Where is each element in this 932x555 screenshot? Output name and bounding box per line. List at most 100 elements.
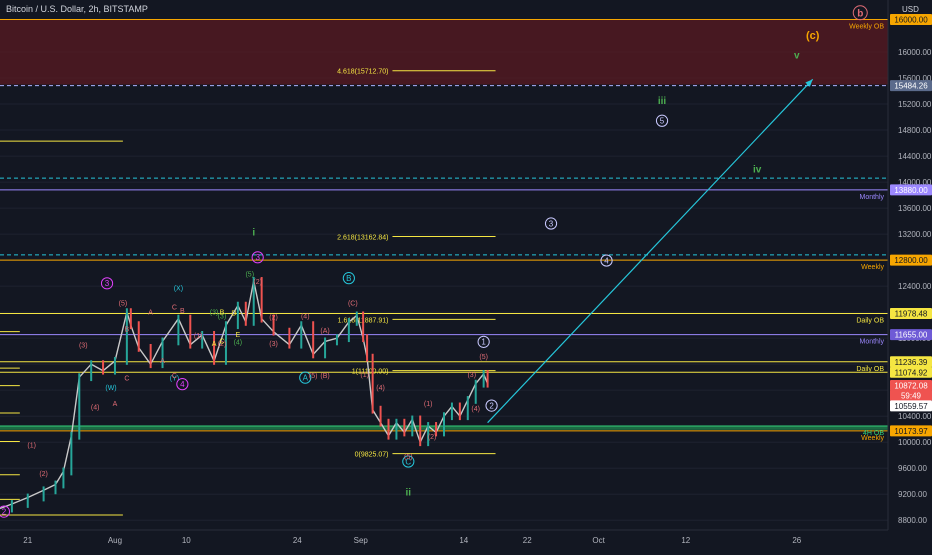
- horizontal-levels: Weekly OB Monthly Weekly Daily OB Monthly Dai…: [0, 19, 888, 442]
- y-tick-label: 10400.00: [898, 412, 932, 421]
- fib-label: 4.618(15712.70): [337, 69, 388, 76]
- price-series: [0, 277, 489, 513]
- fib-label: 0(9825.07): [355, 452, 389, 459]
- price-tag: [890, 389, 932, 401]
- wave-label: iv: [753, 164, 762, 175]
- price-axis: 8800.00 9200.00 9600.00 10000.00 10400.00 108…: [887, 0, 932, 550]
- price-tag: [890, 308, 932, 320]
- wave-label: (2): [39, 471, 48, 478]
- price-tag-label: 11655.00: [895, 331, 928, 340]
- wave-label: C: [172, 373, 177, 380]
- wave-label: (1): [360, 372, 369, 379]
- y-tick-label: 12400.00: [898, 282, 932, 291]
- price-tag: [890, 366, 932, 378]
- wave-label: B: [346, 274, 351, 283]
- price-tag-label: 15484.26: [894, 82, 928, 91]
- x-tick-label: 21: [23, 536, 32, 545]
- y-tick-label: 13200.00: [898, 230, 932, 239]
- x-tick-label: 12: [681, 536, 690, 545]
- projection-arrowhead: [805, 79, 813, 87]
- price-tag-label: 10173.97: [894, 427, 928, 436]
- level-label: Monthly: [859, 339, 884, 346]
- price-tag: [890, 254, 932, 266]
- y-tick-label: 13600.00: [898, 204, 932, 213]
- wave-label: B: [220, 310, 225, 317]
- wave-circle: [0, 505, 11, 518]
- wave-circle: [655, 114, 669, 127]
- wave-label: C: [219, 338, 224, 345]
- price-tag: [890, 80, 932, 92]
- wave-label: iii: [658, 96, 667, 107]
- fib-label: 1(11100.00): [352, 369, 389, 376]
- wave-label: C: [405, 457, 411, 466]
- wave-label: (A): [320, 328, 329, 335]
- price-tag: [890, 356, 932, 368]
- wave-label: 1: [481, 338, 486, 347]
- wave-label: (C): [348, 301, 358, 308]
- price-tag-label: 59:49: [901, 391, 922, 400]
- ob-zone: [0, 19, 888, 85]
- wave-label: (3): [210, 310, 219, 317]
- y-tick-label: 14800.00: [898, 126, 932, 135]
- wave-circle: [485, 399, 498, 412]
- wave-label: A: [160, 358, 165, 365]
- wave-label: 2: [2, 507, 7, 516]
- wave-circle: [600, 254, 613, 267]
- projection-line: [487, 78, 814, 424]
- wave-label: A: [212, 341, 217, 348]
- y-tick-label: 8800.00: [898, 516, 927, 525]
- wave-label: i: [252, 227, 255, 238]
- wave-label: (5): [245, 271, 254, 278]
- wave-label: (4): [471, 406, 480, 413]
- time-axis-bg: [0, 530, 932, 550]
- y-tick-label: 15200.00: [898, 100, 932, 109]
- wave-label: (5): [119, 301, 128, 308]
- wave-label: (4): [301, 314, 310, 321]
- wave-circle: [176, 378, 189, 391]
- wave-label: (Y): [170, 375, 179, 382]
- level-label: Weekly OB: [849, 24, 884, 31]
- level-label: Weekly: [861, 264, 884, 271]
- price-tag-label: 11236.39: [895, 358, 928, 367]
- wave-label: (5): [309, 373, 318, 380]
- wave-circle: [852, 5, 868, 21]
- wave-labels: (c)bviii5iv34i3B3(X)1(W)(Y)4A2Cii2(1)(2)…: [0, 5, 868, 518]
- chart-title: Bitcoin / U.S. Dollar, 2h, BITSTAMP: [6, 4, 148, 14]
- x-tick-label: 10: [182, 536, 191, 545]
- level-label: Daily OB: [856, 366, 884, 373]
- x-tick-label: 26: [792, 536, 801, 545]
- price-tag: [890, 184, 932, 196]
- wave-circle: [342, 272, 355, 285]
- price-tag-label: 16000.00: [894, 16, 928, 25]
- wave-label: (3): [218, 314, 227, 321]
- wave-label: A: [113, 401, 118, 408]
- wave-label: (5): [404, 454, 413, 461]
- y-tick-label: 14000.00: [898, 178, 932, 187]
- fib-label: 2.618(13162.84): [337, 235, 388, 242]
- wave-label: (4): [91, 405, 100, 412]
- wave-label: D: [231, 310, 236, 317]
- wave-label: C: [172, 305, 177, 312]
- wave-circle: [544, 217, 558, 230]
- wave-label: 4: [604, 256, 609, 265]
- wave-circle: [402, 455, 415, 468]
- level-label: Monthly: [859, 194, 884, 201]
- wave-circle: [251, 251, 264, 264]
- y-tick-label: 9600.00: [898, 464, 927, 473]
- price-tag: [890, 400, 932, 412]
- wave-label: b: [857, 8, 863, 19]
- y-tick-label: 10000.00: [898, 438, 932, 447]
- wave-label: (2): [269, 314, 278, 321]
- wave-label: 3: [549, 219, 554, 228]
- wave-circle: [299, 371, 312, 384]
- x-tick-label: 24: [293, 536, 302, 545]
- wave-label: (3): [467, 372, 476, 379]
- y-tick-label: 9200.00: [898, 490, 927, 499]
- wave-label: 5: [660, 117, 665, 126]
- wave-label: C: [124, 375, 129, 382]
- wave-label: B: [180, 308, 185, 315]
- projection-arrow: [487, 78, 814, 424]
